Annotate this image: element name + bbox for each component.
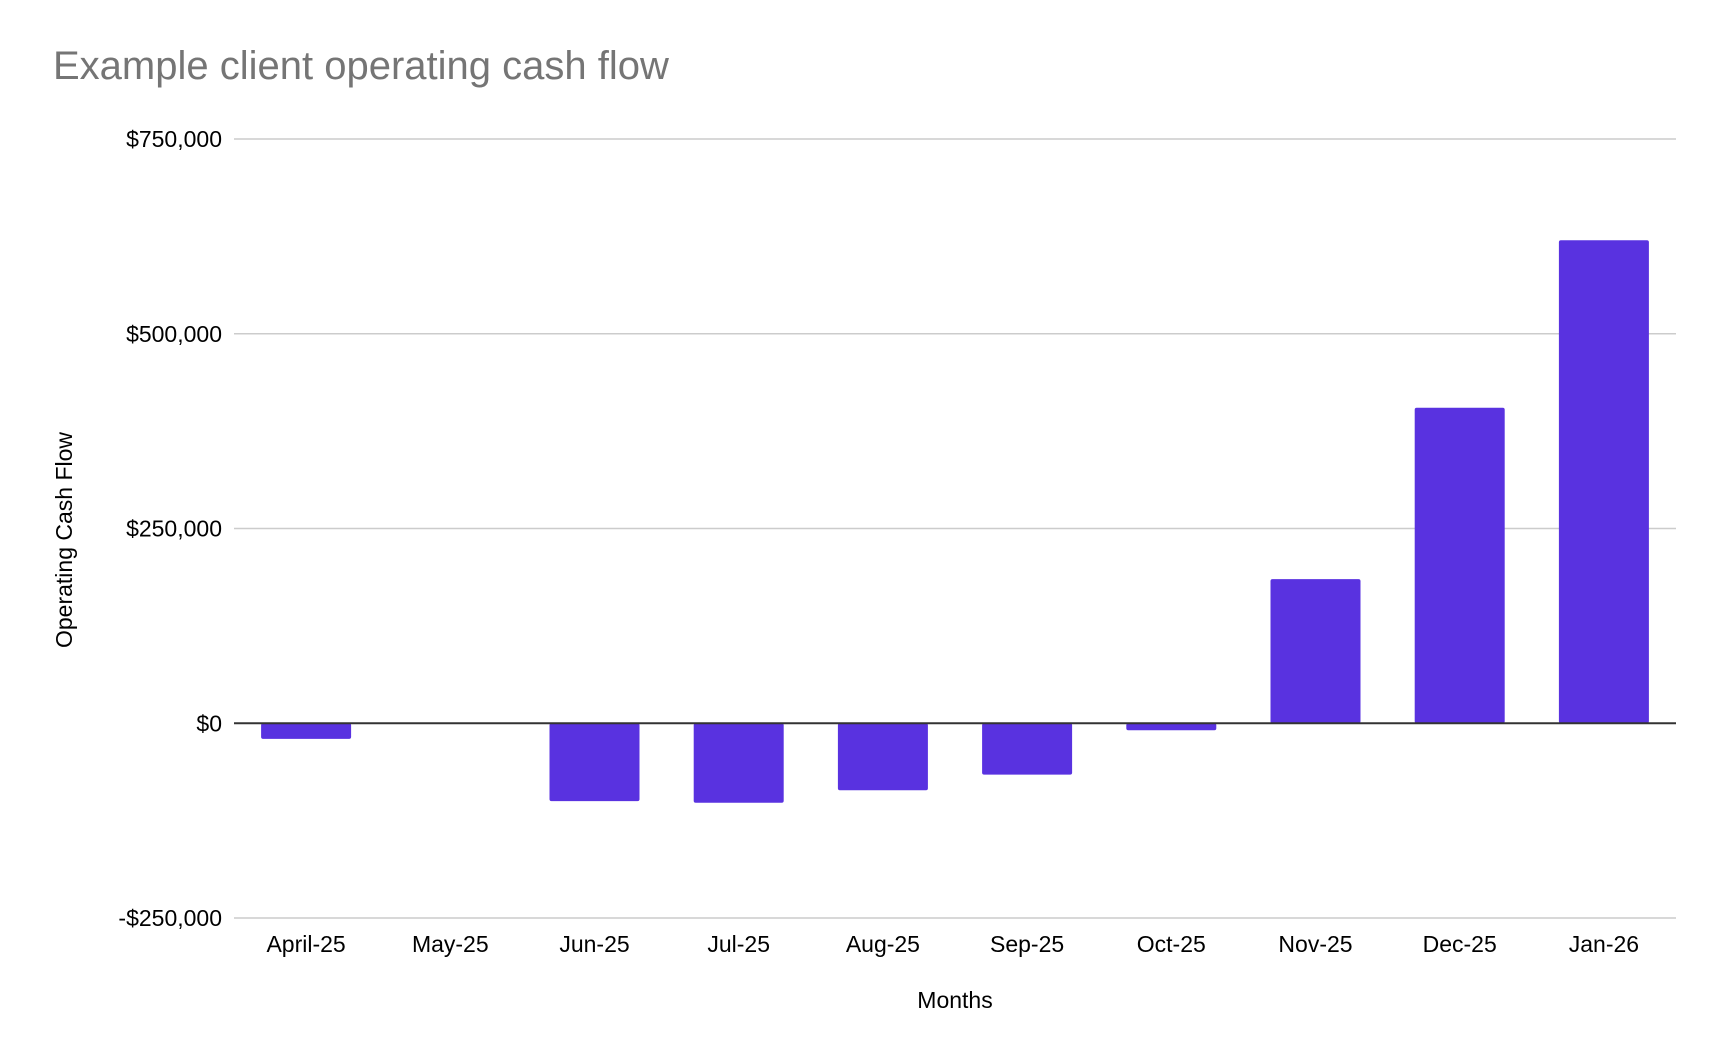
y-tick-label: $250,000 <box>126 516 222 542</box>
x-axis-label: Months <box>917 987 992 1013</box>
y-tick-label: $500,000 <box>126 321 222 347</box>
x-tick-label: Jan-26 <box>1569 931 1639 957</box>
bar <box>1126 723 1217 731</box>
y-tick-labels: -$250,000 $0 $250,000 $500,000 $750,000 <box>118 126 222 931</box>
x-tick-label: Jul-25 <box>707 931 770 957</box>
bar <box>261 723 352 739</box>
chart-title: Example client operating cash flow <box>53 44 669 88</box>
x-tick-label: April-25 <box>266 931 345 957</box>
x-tick-labels: April-25 May-25 Jun-25 Jul-25 Aug-25 Sep-25 Oc… <box>266 931 1639 957</box>
y-tick-label: -$250,000 <box>118 905 222 931</box>
bar <box>1558 240 1649 724</box>
y-tick-label: $0 <box>196 710 222 736</box>
bar <box>693 723 784 803</box>
x-tick-label: Aug-25 <box>846 931 920 957</box>
bar <box>1414 407 1505 724</box>
x-tick-label: May-25 <box>412 931 489 957</box>
bar <box>837 723 928 791</box>
bar <box>1270 579 1361 724</box>
bar <box>549 723 640 802</box>
x-tick-label: Jun-25 <box>559 931 629 957</box>
y-tick-label: $750,000 <box>126 126 222 152</box>
y-axis-label: Operating Cash Flow <box>51 432 77 648</box>
x-tick-label: Nov-25 <box>1278 931 1352 957</box>
bar <box>982 723 1073 775</box>
x-tick-label: Dec-25 <box>1423 931 1497 957</box>
bars <box>261 240 1649 803</box>
x-tick-label: Oct-25 <box>1137 931 1206 957</box>
x-tick-label: Sep-25 <box>990 931 1064 957</box>
